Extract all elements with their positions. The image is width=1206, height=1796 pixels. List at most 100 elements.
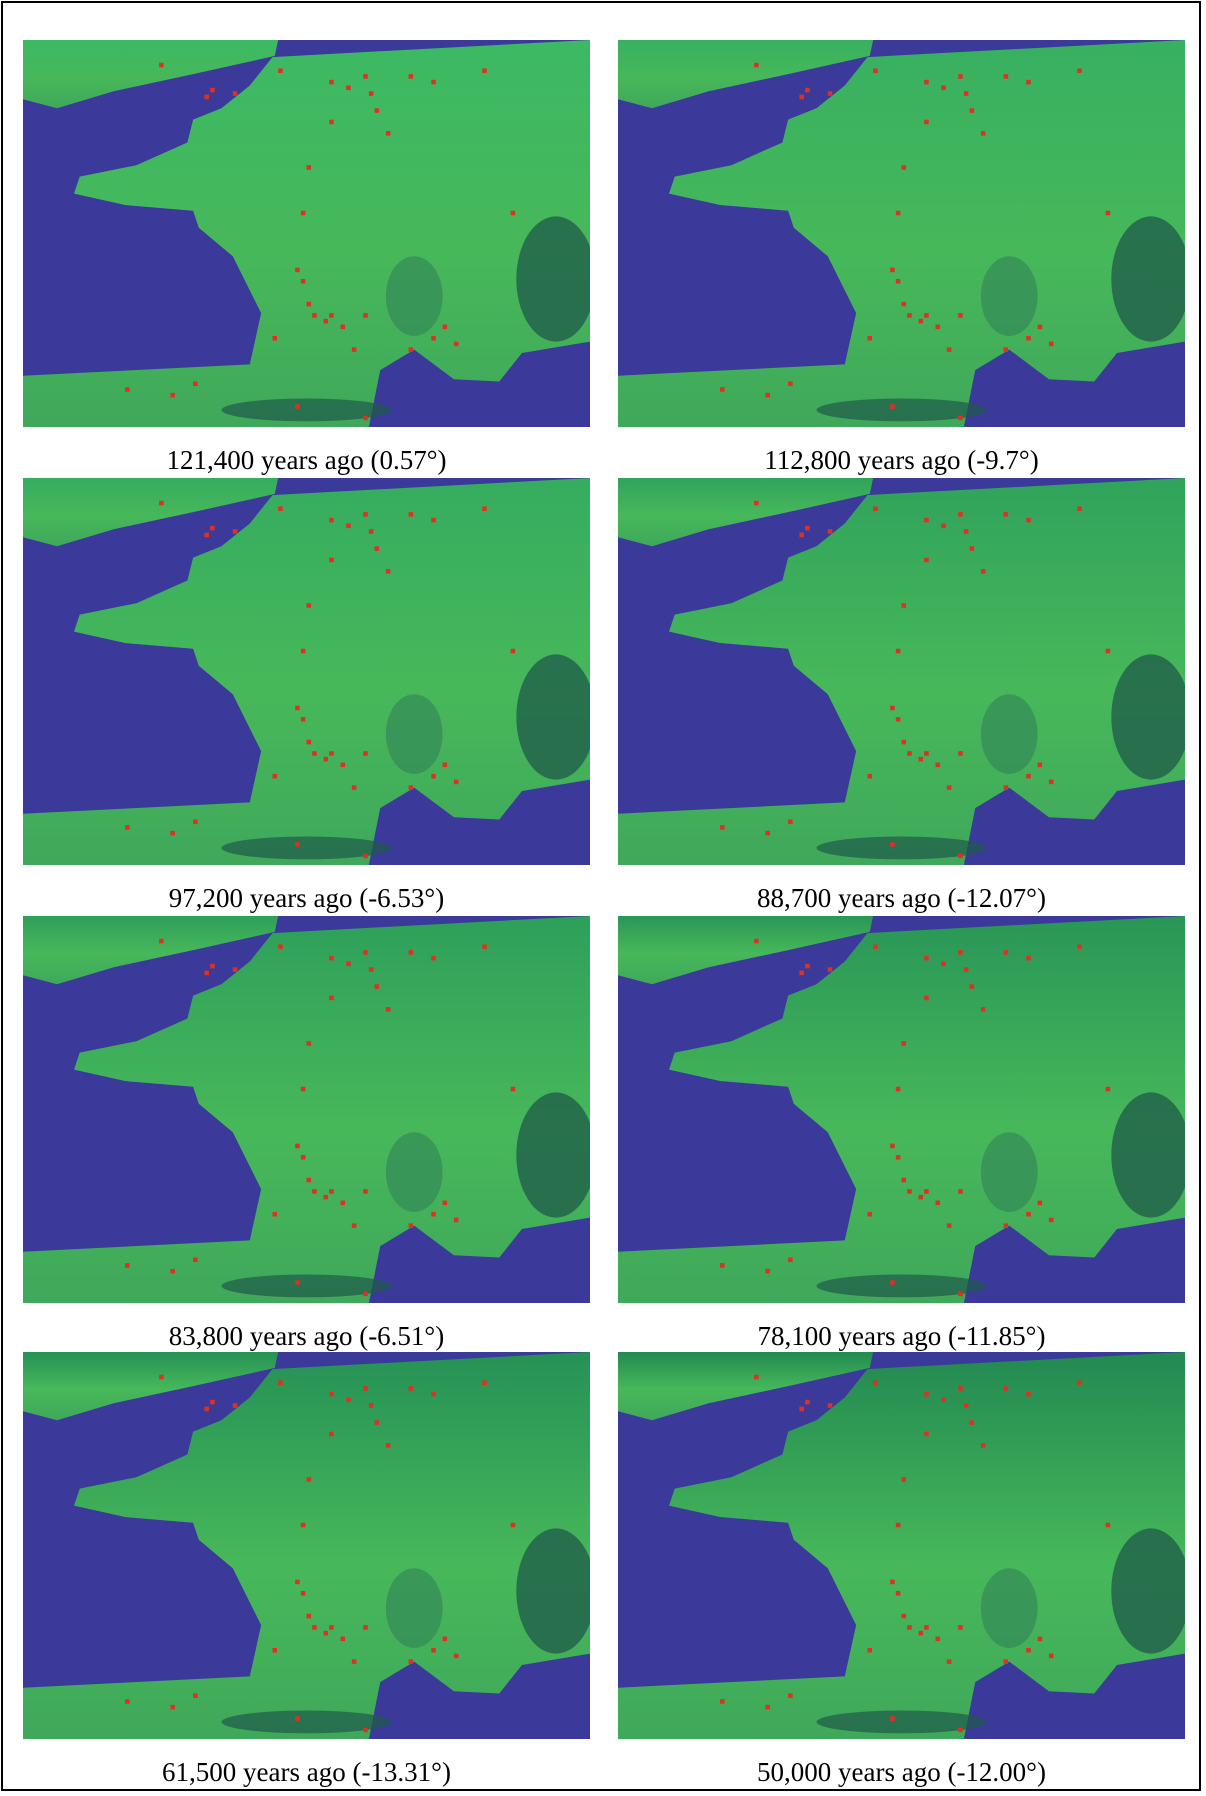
site — [980, 131, 986, 136]
site — [323, 1194, 329, 1200]
caption: 78,100 years ago (-11.85°) — [757, 1321, 1046, 1351]
site — [941, 961, 946, 967]
land — [618, 1352, 874, 1421]
site — [232, 1403, 238, 1408]
site — [1105, 1086, 1111, 1092]
site — [210, 525, 215, 531]
mountains — [980, 1132, 1038, 1212]
site — [363, 950, 368, 955]
site — [300, 1155, 306, 1160]
land — [618, 478, 874, 547]
land — [618, 916, 1185, 1303]
site — [408, 785, 414, 790]
land — [618, 40, 1185, 427]
caption: 83,800 years ago (-6.51°) — [168, 1321, 445, 1351]
site — [890, 1280, 895, 1285]
site — [323, 318, 329, 324]
site — [346, 523, 351, 529]
site — [204, 532, 209, 538]
site — [295, 1579, 300, 1585]
site — [340, 324, 346, 330]
site — [346, 1397, 351, 1403]
land — [23, 40, 279, 109]
site — [125, 387, 130, 392]
mountains — [221, 1710, 392, 1734]
site — [346, 961, 351, 967]
map — [618, 40, 1185, 427]
site — [958, 1291, 963, 1297]
map-panel: 78,100 years ago (-11.85°) — [618, 916, 1185, 1352]
mountains — [385, 694, 443, 774]
site — [312, 1189, 317, 1194]
site — [272, 335, 278, 341]
site — [907, 313, 912, 318]
land — [23, 40, 590, 427]
site — [799, 970, 804, 976]
site — [170, 1704, 175, 1710]
site — [125, 1263, 130, 1268]
site — [924, 313, 929, 318]
site — [901, 1041, 907, 1046]
site — [300, 210, 306, 216]
site — [1037, 324, 1043, 330]
mountains — [1111, 1528, 1185, 1654]
map — [23, 916, 590, 1303]
site — [329, 313, 334, 318]
site — [125, 1699, 130, 1704]
site — [278, 68, 283, 74]
site — [374, 108, 380, 113]
site — [300, 648, 306, 654]
site — [363, 1727, 368, 1733]
map-panel: 83,800 years ago (-6.51°) — [23, 916, 590, 1352]
site — [193, 1693, 198, 1699]
site — [295, 705, 300, 711]
site — [867, 773, 873, 779]
site — [946, 785, 952, 790]
site — [442, 324, 448, 330]
site — [482, 68, 487, 74]
site — [901, 603, 907, 608]
mountains — [816, 1274, 987, 1298]
site — [306, 165, 312, 170]
site — [901, 1477, 907, 1482]
caption: 112,800 years ago (-9.7°) — [764, 445, 1039, 475]
site — [907, 1625, 912, 1630]
site — [754, 500, 759, 506]
site — [431, 773, 436, 779]
site — [754, 62, 759, 68]
site — [300, 717, 306, 722]
site — [368, 91, 374, 96]
site — [363, 512, 368, 517]
map-panel: 121,400 years ago (0.57°) — [23, 40, 590, 476]
site — [453, 1217, 459, 1223]
site — [300, 1591, 306, 1596]
site — [890, 404, 895, 409]
site — [754, 938, 759, 944]
map — [618, 478, 1185, 865]
site — [408, 512, 414, 517]
site — [946, 1223, 952, 1228]
site — [1105, 648, 1111, 654]
site — [431, 1211, 436, 1217]
site — [295, 1716, 300, 1721]
site — [204, 1406, 209, 1412]
mountains — [516, 654, 590, 780]
site — [1026, 335, 1031, 341]
site — [295, 1143, 300, 1149]
site — [924, 955, 929, 961]
site — [193, 1257, 198, 1263]
site — [1037, 762, 1043, 768]
land — [23, 1352, 279, 1421]
site — [210, 1399, 215, 1405]
site — [765, 392, 770, 398]
site — [278, 944, 283, 950]
site — [363, 751, 368, 756]
site — [946, 1659, 952, 1664]
site — [720, 387, 725, 392]
map-panel: 61,500 years ago (-13.31°) — [23, 1352, 590, 1788]
site — [329, 751, 334, 756]
site — [895, 210, 901, 216]
land — [618, 40, 874, 109]
site — [1026, 955, 1031, 961]
site — [969, 984, 975, 989]
